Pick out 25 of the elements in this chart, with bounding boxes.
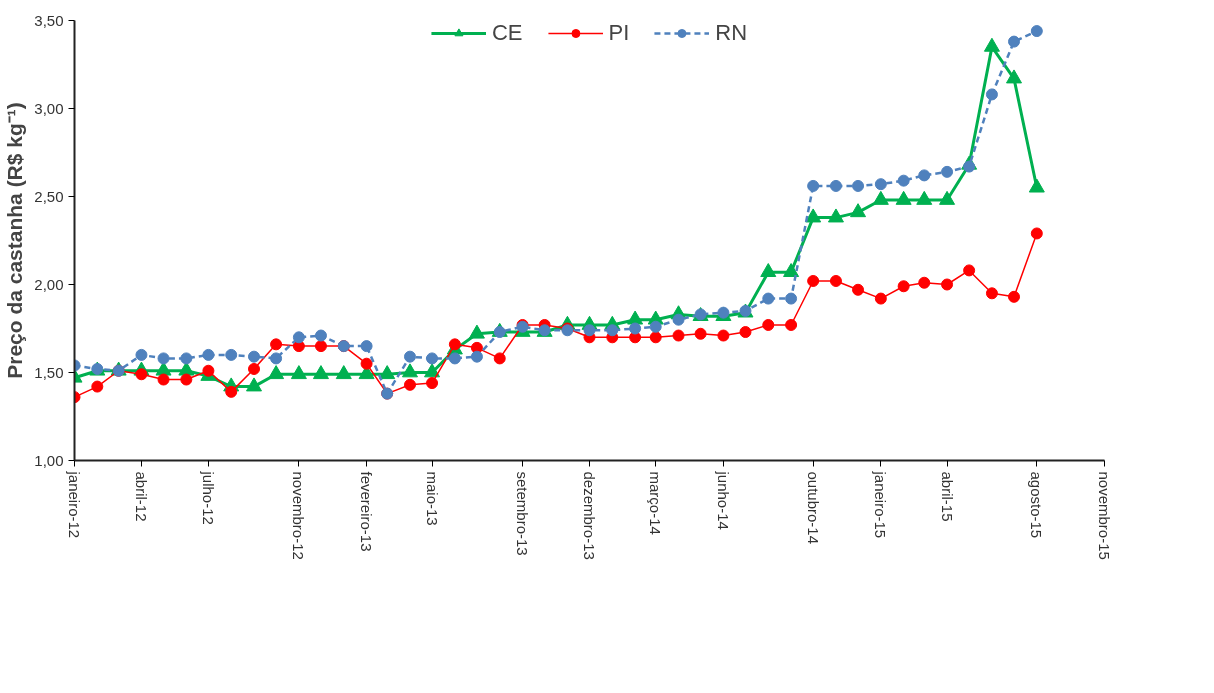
x-tick-label: janeiro-15 bbox=[872, 470, 890, 539]
y-tick-label: 1,50 bbox=[34, 363, 64, 381]
y-tick-label: 2,50 bbox=[34, 187, 64, 205]
x-tick-label: julho-12 bbox=[199, 470, 217, 525]
x-tick-label: agosto-15 bbox=[1028, 471, 1046, 539]
legend-label: RN bbox=[715, 20, 748, 46]
legend-label: PI bbox=[608, 20, 630, 46]
x-tick-label: novembro-12 bbox=[290, 471, 308, 560]
y-axis-title: Preço da castanha (R$ kg⁻¹) bbox=[3, 102, 27, 379]
x-tick-label: outubro-14 bbox=[804, 471, 822, 545]
x-tick-label: fevereiro-13 bbox=[358, 471, 376, 552]
x-tick-label: maio-13 bbox=[423, 471, 441, 526]
x-tick-label: novembro-15 bbox=[1096, 471, 1113, 560]
x-tick-label: março-14 bbox=[647, 471, 665, 535]
y-tick-label: 2,00 bbox=[34, 275, 64, 293]
x-tick-label: setembro-13 bbox=[514, 471, 532, 556]
x-tick-label: abril-15 bbox=[938, 471, 956, 522]
y-tick-label: 3,50 bbox=[34, 11, 64, 29]
y-tick-label: 1,00 bbox=[34, 451, 64, 469]
x-tick-label: dezembro-13 bbox=[581, 471, 598, 560]
y-tick-label: 3,00 bbox=[34, 99, 64, 117]
x-tick-label: janeiro-12 bbox=[66, 470, 83, 539]
x-tick-label: junho-14 bbox=[714, 470, 732, 530]
x-tick-label: abril-12 bbox=[132, 471, 150, 522]
legend-label: CE bbox=[491, 20, 523, 46]
